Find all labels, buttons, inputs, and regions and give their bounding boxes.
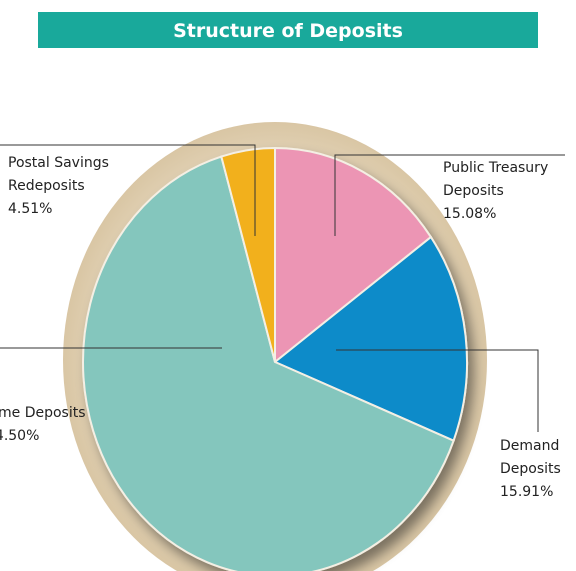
slice-label: Public Treasury bbox=[443, 160, 548, 176]
slice-label: Deposits bbox=[500, 461, 561, 477]
pie-slice bbox=[273, 235, 468, 443]
value-label: 64.50% bbox=[0, 428, 39, 444]
value-label: 4.51% bbox=[8, 201, 52, 217]
pie-slice bbox=[82, 155, 455, 571]
pie-slice bbox=[274, 146, 433, 365]
leader-line bbox=[334, 154, 565, 236]
slice-label: Deposits bbox=[443, 183, 504, 199]
slice-label: Time Deposits bbox=[0, 405, 86, 421]
pie-slice bbox=[220, 146, 276, 363]
slice-label: Postal Savings bbox=[8, 155, 109, 171]
leader-line bbox=[0, 144, 256, 236]
value-label: 15.91% bbox=[500, 484, 553, 500]
slice-label: Redeposits bbox=[8, 178, 85, 194]
slice-label: Demand bbox=[500, 438, 559, 454]
pie bbox=[82, 146, 468, 571]
value-label: 15.08% bbox=[443, 206, 496, 222]
leader-line bbox=[336, 349, 539, 432]
chart-title: Structure of Deposits bbox=[173, 20, 403, 42]
title-bar bbox=[38, 12, 538, 48]
